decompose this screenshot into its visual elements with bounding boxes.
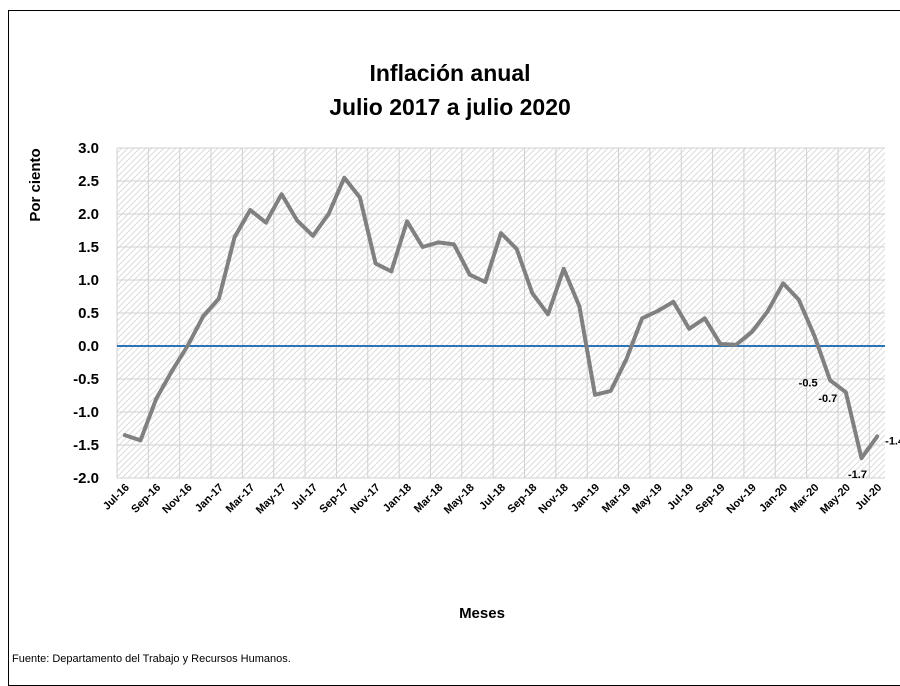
x-tick-label: Jan-18 <box>381 482 414 515</box>
x-tick-label: Sep-19 <box>694 482 728 516</box>
y-tick-label: -0.5 <box>73 371 99 388</box>
x-axis-label: Meses <box>459 605 505 622</box>
data-labels: -0.5-0.7 -1.7 -1.4 <box>799 377 900 481</box>
x-tick-label: Mar-19 <box>600 482 634 516</box>
y-tick-label: 3.0 <box>78 140 99 157</box>
y-tick-label: 0.0 <box>78 338 99 355</box>
x-tick-label: Jan-17 <box>193 482 226 515</box>
y-tick-label: -1.0 <box>73 404 99 421</box>
data-label: -1.7 <box>848 469 867 481</box>
y-tick-label: -1.5 <box>73 437 99 454</box>
series-line-inflation <box>122 175 880 461</box>
data-label: -0.7 <box>818 393 837 405</box>
x-tick-label: Nov-16 <box>160 482 194 516</box>
x-tick-label: Sep-17 <box>317 482 351 516</box>
data-label: -1.4 <box>885 435 900 447</box>
y-tick-label: 1.0 <box>78 272 99 289</box>
x-tick-label: Sep-18 <box>505 482 539 516</box>
x-tick-label: Nov-18 <box>536 482 570 516</box>
chart-subtitle: Julio 2017 a julio 2020 <box>329 94 571 120</box>
y-tick-label: 1.5 <box>78 239 99 256</box>
y-axis-ticks: 3.0 2.5 2.0 1.5 1.0 0.5 0.0 -0.5 -1.0 -1.5 -2.0 <box>73 140 99 487</box>
chart-title: Inflación anual <box>369 60 531 86</box>
x-tick-label: Nov-17 <box>348 482 382 516</box>
x-tick-label: May-18 <box>442 482 477 517</box>
x-tick-label: May-20 <box>818 482 853 517</box>
x-tick-label: Jan-20 <box>757 482 790 515</box>
x-tick-label: Jul-19 <box>665 482 696 513</box>
x-tick-label: Mar-18 <box>412 482 446 516</box>
source-note: Fuente: Departamento del Trabajo y Recur… <box>12 653 291 665</box>
x-tick-label: Jul-16 <box>101 482 132 513</box>
x-tick-label: Jul-17 <box>289 482 320 513</box>
y-tick-label: 2.0 <box>78 206 99 223</box>
x-tick-label: Nov-19 <box>724 482 758 516</box>
y-tick-label: 0.5 <box>78 305 99 322</box>
x-tick-label: May-17 <box>254 482 289 517</box>
data-label: -0.5 <box>799 377 818 389</box>
x-tick-label: May-19 <box>630 482 665 517</box>
x-tick-label: Jul-20 <box>853 482 884 513</box>
x-tick-label: Jul-18 <box>477 482 508 513</box>
y-tick-label: -2.0 <box>73 470 99 487</box>
x-tick-label: Mar-20 <box>788 482 822 516</box>
y-axis-label: Por ciento <box>27 148 44 221</box>
x-tick-label: Jan-19 <box>569 482 602 515</box>
y-tick-label: 2.5 <box>78 173 99 190</box>
x-tick-label: Sep-16 <box>129 482 163 516</box>
x-tick-label: Mar-17 <box>224 482 258 516</box>
